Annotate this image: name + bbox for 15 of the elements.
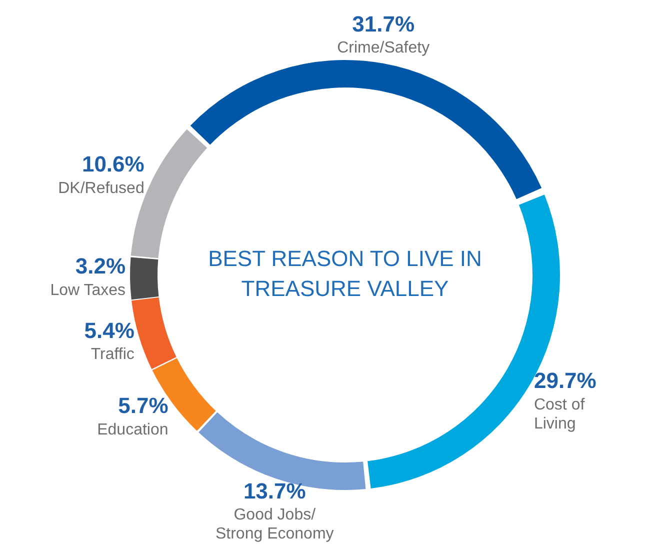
slice-label: DK/Refused [58, 180, 144, 197]
data-label: 13.7% [243, 478, 306, 504]
data-label: 5.4% [84, 318, 134, 343]
slice-label: Traffic [90, 346, 134, 364]
slice-label: Low Taxes [50, 282, 126, 299]
data-label: 5.7% [118, 393, 168, 418]
data-label: 3.2% [75, 253, 126, 278]
slice-label: Good Jobs/ Strong Economy [215, 506, 334, 543]
text: BEST REASON TO LIVE IN TREASURE VALLEY [208, 246, 482, 302]
data-label: 29.7% [534, 368, 596, 394]
data-label: 31.7% [352, 11, 415, 36]
data-label: 10.6% [82, 151, 144, 176]
slice-label: Cost of Living [534, 396, 586, 432]
slice-label: Education [97, 421, 168, 438]
slice-label: Crime/Safety [337, 40, 430, 57]
